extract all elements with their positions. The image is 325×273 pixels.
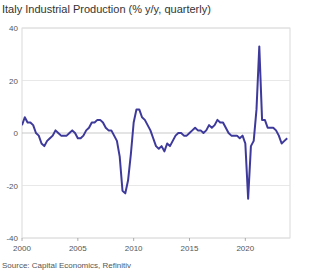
title: Italy Industrial Production (% y/y, quar…: [2, 3, 211, 15]
x-tick: [189, 238, 190, 241]
x-tick-label: 2020: [236, 244, 254, 253]
x-tick: [133, 238, 134, 241]
y-tick-label: 20: [9, 77, 18, 86]
x-tick-label: 2005: [69, 244, 87, 253]
x-tick-label: 2010: [125, 244, 143, 253]
grid-line: [22, 28, 290, 29]
y-tick-label: -20: [6, 182, 18, 191]
x-tick-label: 2000: [13, 244, 31, 253]
x-tick-label: 2015: [181, 244, 199, 253]
plot-frame: [22, 28, 290, 238]
grid-line: [22, 238, 290, 239]
x-tick: [22, 238, 23, 241]
plot-area: [22, 46, 287, 198]
x-tick: [77, 238, 78, 241]
chart: Italy Industrial Production (% y/y, quar…: [0, 0, 325, 273]
x-tick: [245, 238, 246, 241]
y-tick-label: 0: [14, 129, 19, 138]
series-line: [22, 46, 287, 198]
source: Source: Capital Economics, Refinitiv: [2, 261, 131, 270]
grid-line: [22, 80, 290, 81]
y-tick-label: 40: [9, 24, 18, 33]
grid-line: [22, 133, 290, 134]
y-tick-label: -40: [6, 234, 18, 243]
